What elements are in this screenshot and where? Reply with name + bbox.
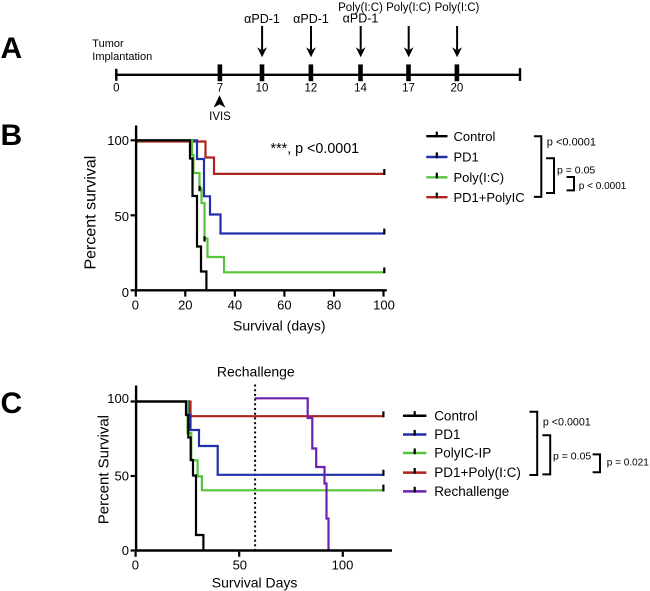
svg-text:Poly(I:C): Poly(I:C) <box>338 2 383 14</box>
svg-text:0: 0 <box>122 543 129 558</box>
svg-text:40: 40 <box>228 298 242 313</box>
svg-text:20: 20 <box>178 298 192 313</box>
svg-text:Survival (days): Survival (days) <box>233 317 326 333</box>
svg-text:50: 50 <box>115 468 129 483</box>
svg-text:100: 100 <box>373 298 395 313</box>
svg-text:Percent survival: Percent survival <box>83 156 100 270</box>
svg-text:50: 50 <box>233 558 247 573</box>
svg-text:p <0.0001: p <0.0001 <box>543 417 591 429</box>
svg-text:100: 100 <box>332 558 354 573</box>
svg-text:100: 100 <box>107 133 129 148</box>
svg-text:Poly(I:C): Poly(I:C) <box>454 170 505 185</box>
svg-text:PD1+Poly(I:C): PD1+Poly(I:C) <box>434 465 521 480</box>
svg-text:17: 17 <box>402 83 415 95</box>
svg-text:0: 0 <box>113 83 119 95</box>
svg-text:C: C <box>1 387 23 420</box>
svg-text:12: 12 <box>305 83 318 95</box>
svg-text:PD1+PolyIC: PD1+PolyIC <box>454 190 525 205</box>
svg-text:p <0.0001: p <0.0001 <box>547 136 596 148</box>
svg-text:50: 50 <box>115 209 129 224</box>
svg-text:p = 0.021: p = 0.021 <box>607 457 649 468</box>
svg-text:60: 60 <box>277 298 291 313</box>
svg-text:PolyIC-IP: PolyIC-IP <box>434 446 491 461</box>
svg-text:Control: Control <box>434 408 478 423</box>
svg-text:20: 20 <box>451 83 464 95</box>
svg-text:αPD-1: αPD-1 <box>343 11 379 25</box>
svg-text:***, p <0.0001: ***, p <0.0001 <box>271 141 360 157</box>
svg-text:Percent Survival: Percent Survival <box>96 415 113 524</box>
svg-text:14: 14 <box>354 83 367 95</box>
svg-text:Implantation: Implantation <box>92 51 152 63</box>
svg-text:αPD-1: αPD-1 <box>244 12 280 26</box>
svg-text:p = 0.05: p = 0.05 <box>553 451 591 463</box>
svg-text:PD1: PD1 <box>454 150 479 165</box>
svg-text:PD1: PD1 <box>434 427 460 442</box>
svg-text:Poly(I:C): Poly(I:C) <box>386 2 431 14</box>
svg-text:Poly(I:C): Poly(I:C) <box>435 2 480 14</box>
svg-text:p < 0.0001: p < 0.0001 <box>579 181 627 192</box>
svg-text:100: 100 <box>107 391 129 406</box>
svg-text:Tumor: Tumor <box>92 38 124 50</box>
svg-text:Rechallenge: Rechallenge <box>217 364 295 380</box>
svg-text:0: 0 <box>132 558 139 573</box>
svg-text:7: 7 <box>217 83 223 95</box>
svg-text:A: A <box>1 32 23 65</box>
svg-text:B: B <box>1 119 23 152</box>
svg-text:p = 0.05: p = 0.05 <box>557 165 595 177</box>
svg-text:80: 80 <box>327 298 341 313</box>
svg-text:0: 0 <box>122 285 129 300</box>
svg-text:10: 10 <box>256 83 269 95</box>
svg-text:Survival Days: Survival Days <box>212 575 298 591</box>
svg-text:IVIS: IVIS <box>209 111 231 123</box>
svg-text:0: 0 <box>132 298 139 313</box>
svg-text:Rechallenge: Rechallenge <box>434 484 509 499</box>
svg-text:Control: Control <box>454 129 496 144</box>
svg-text:αPD-1: αPD-1 <box>293 12 329 26</box>
